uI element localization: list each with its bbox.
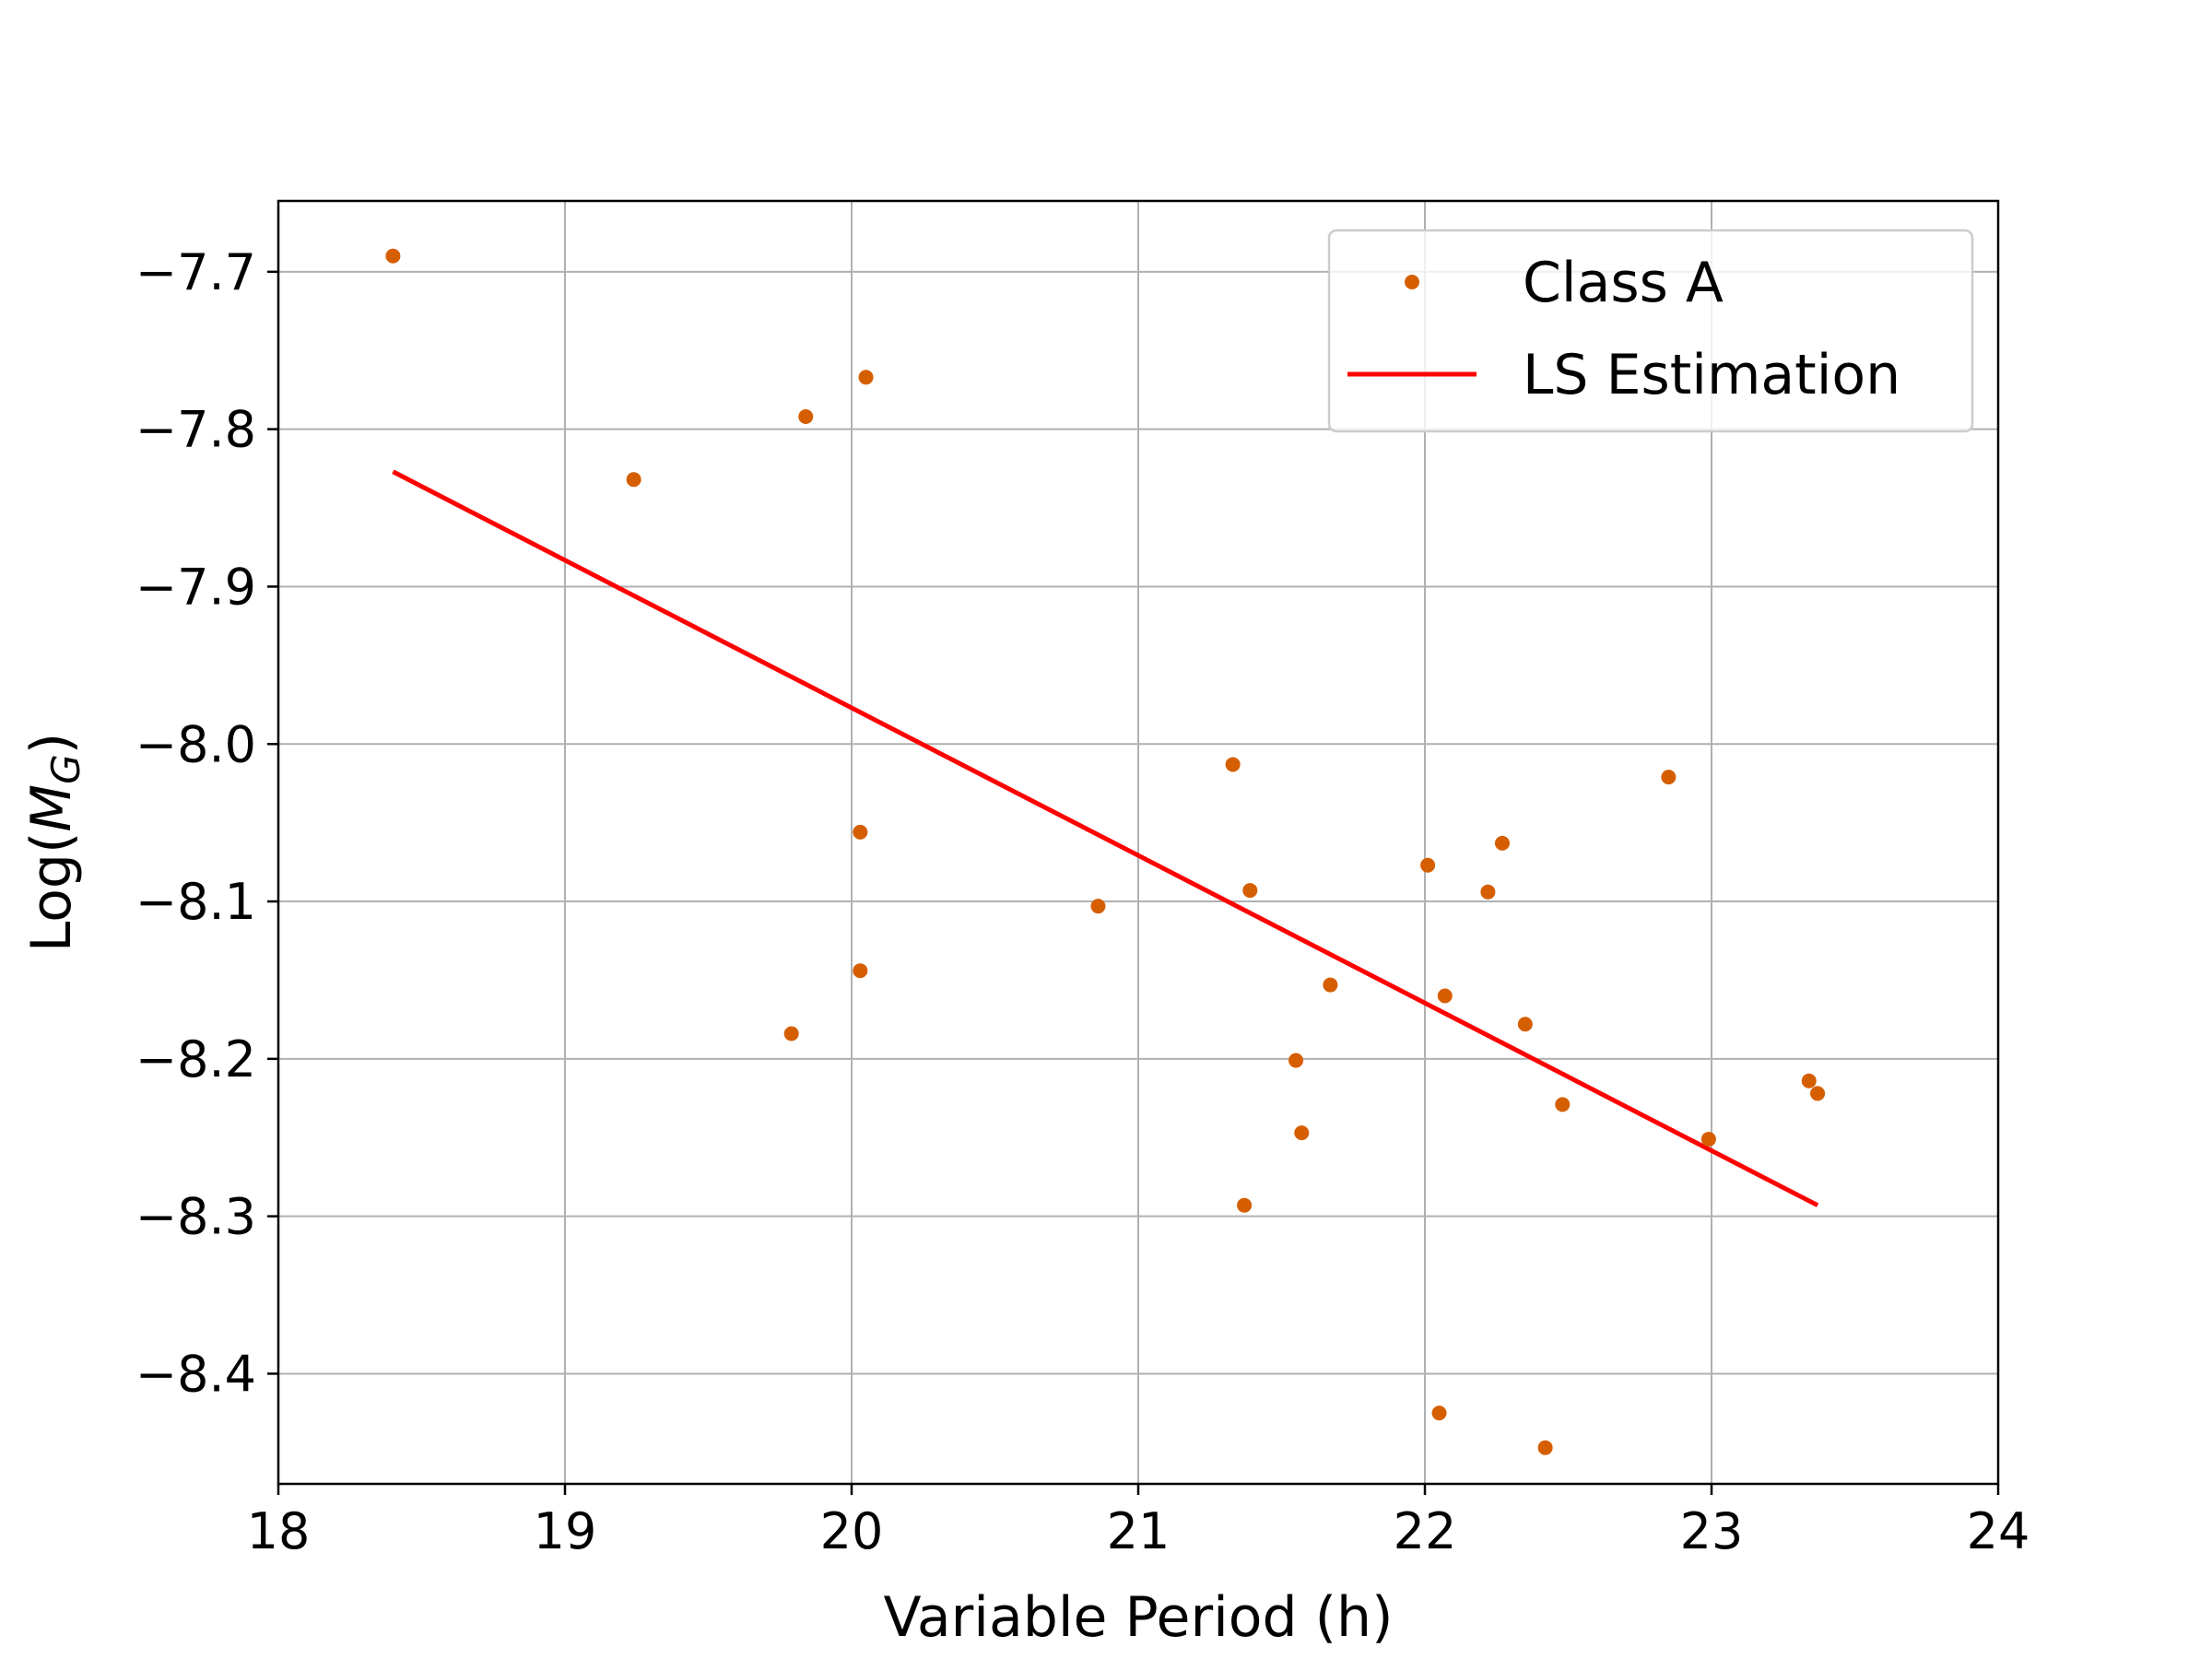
class-a-point [853, 963, 868, 979]
grid-lines [277, 201, 1999, 1484]
class-a-point [626, 472, 641, 488]
legend-marker-class-a [1405, 275, 1419, 289]
y-axis-label-subscript: G [43, 754, 88, 784]
x-tick-label: 18 [247, 1502, 311, 1560]
class-a-point [858, 370, 874, 385]
x-tick-label: 22 [1394, 1502, 1457, 1560]
y-tick-label: −8.3 [135, 1188, 256, 1246]
y-tick-label: −8.2 [135, 1030, 256, 1088]
plot-series [385, 248, 1826, 1455]
class-a-point [385, 248, 401, 264]
class-a-point [1700, 1131, 1716, 1147]
y-axis-label-variable: M [19, 784, 84, 832]
legend: Class A LS Estimation [1327, 229, 1974, 433]
y-axis-label: Log(MG) [19, 733, 88, 952]
x-tick-label: 23 [1680, 1502, 1744, 1560]
legend-label-ls-estimation: LS Estimation [1523, 343, 1900, 407]
class-a-point [1480, 884, 1496, 900]
class-a-point [1090, 899, 1106, 914]
y-tick-label: −7.8 [135, 401, 256, 459]
x-axis-ticks: 18 19 20 21 22 23 24 [247, 1484, 2030, 1560]
x-tick-label: 20 [820, 1502, 884, 1560]
class-a-point [1555, 1097, 1571, 1112]
class-a-point [1288, 1053, 1304, 1068]
y-axis-ticks: −7.7 −7.8 −7.9 −8.0 −8.1 −8.2 −8.3 −8.4 [135, 243, 278, 1403]
class-a-point [783, 1026, 799, 1041]
class-a-point [1494, 835, 1510, 851]
ls-estimation-line [392, 469, 1819, 1207]
x-axis-label: Variable Period (h) [883, 1585, 1393, 1650]
y-axis-label-suffix: ) [19, 733, 84, 754]
class-a-point [1810, 1086, 1826, 1101]
class-a-point [1431, 1406, 1447, 1421]
x-tick-label: 19 [534, 1502, 597, 1560]
class-a-point [853, 824, 868, 840]
y-axis-label-prefix: Log( [19, 832, 84, 953]
y-tick-label: −7.9 [135, 558, 256, 616]
class-a-point [1517, 1017, 1533, 1032]
y-tick-label: −8.1 [135, 873, 256, 931]
x-tick-label: 21 [1107, 1502, 1171, 1560]
class-a-point [1323, 977, 1338, 993]
class-a-point [1801, 1073, 1817, 1088]
y-tick-label: −8.4 [135, 1345, 256, 1403]
class-a-point [1420, 857, 1436, 873]
class-a-point [1237, 1197, 1253, 1213]
legend-label-class-a: Class A [1523, 251, 1724, 315]
class-a-point [1294, 1125, 1310, 1141]
class-a-point [1225, 757, 1241, 772]
class-a-point [1242, 883, 1258, 899]
class-a-point [1661, 770, 1677, 785]
x-tick-label: 24 [1967, 1502, 2030, 1560]
legend-box [1327, 229, 1974, 433]
class-a-point [1437, 988, 1453, 1004]
class-a-point [1537, 1440, 1553, 1455]
class-a-point [798, 408, 814, 424]
y-tick-label: −7.7 [135, 243, 256, 301]
y-tick-label: −8.0 [135, 715, 256, 773]
